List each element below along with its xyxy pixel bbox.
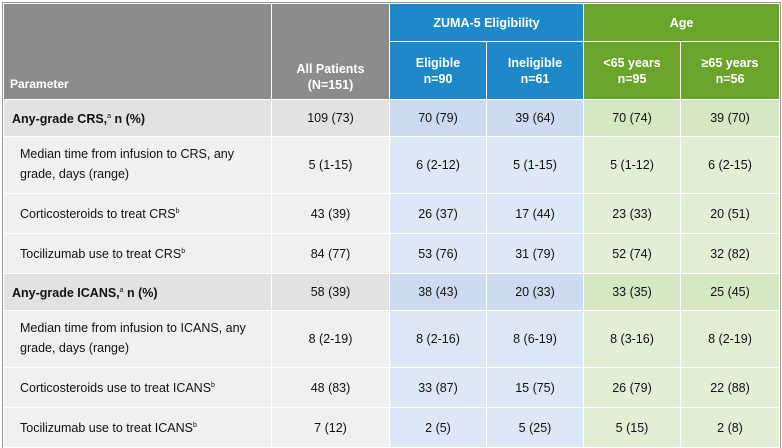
cell-ineligible: 8 (6-19) (486, 310, 584, 368)
cell-ineligible: 17 (44) (486, 193, 584, 234)
header-eligible-label: Eligible (415, 55, 461, 70)
cell-over-65: 2 (8) (680, 407, 780, 448)
row-label-text: Tocilizumab use to treat CRS (20, 247, 182, 262)
header-all-patients: All Patients (N=151) (271, 3, 390, 100)
header-zuma5-eligibility: ZUMA-5 Eligibility (389, 3, 584, 42)
cell-all-patients: 58 (39) (271, 273, 390, 311)
row-label-text: Corticosteroids to treat CRS (20, 207, 176, 222)
header-parameter: Parameter (3, 3, 272, 100)
footnote-marker: b (193, 422, 197, 430)
footnote-marker: b (175, 208, 180, 216)
cell-under-65: 33 (35) (583, 273, 681, 311)
footnote-marker: a (107, 112, 112, 120)
row-label-text: Any-grade CRS, (12, 112, 108, 127)
row-label-text: Median time from infusion to CRS, any gr… (20, 147, 234, 182)
table-row: Tocilizumab use to treat ICANSb 7 (12) 2… (3, 407, 780, 448)
cell-ineligible: 31 (79) (486, 233, 584, 274)
header-over-65-label: ≥65 years (701, 55, 759, 70)
table-row: Any-grade ICANS,a n (%) 58 (39) 38 (43) … (3, 273, 780, 311)
header-age: Age (583, 3, 780, 42)
cell-under-65: 5 (1-12) (583, 136, 681, 194)
cell-eligible: 53 (76) (389, 233, 487, 274)
row-label: Median time from infusion to ICANS, any … (3, 310, 272, 368)
row-label: Corticosteroids use to treat ICANSb (3, 367, 272, 408)
footnote-marker: b (181, 248, 186, 256)
table-row: Corticosteroids use to treat ICANSb 48 (… (3, 367, 780, 408)
cell-eligible: 2 (5) (389, 407, 487, 448)
footnote-marker: a (119, 286, 124, 294)
header-ineligible-n: n=61 (520, 71, 550, 86)
cell-ineligible: 39 (64) (486, 99, 584, 137)
row-label: Any-grade CRS,a n (%) (3, 99, 272, 137)
cell-over-65: 39 (70) (680, 99, 780, 137)
cell-over-65: 8 (2-19) (680, 310, 780, 368)
cell-under-65: 26 (79) (583, 367, 681, 408)
row-label: Median time from infusion to CRS, any gr… (3, 136, 272, 194)
cell-over-65: 20 (51) (680, 193, 780, 234)
cell-eligible: 8 (2-16) (389, 310, 487, 368)
cell-ineligible: 5 (1-15) (486, 136, 584, 194)
cell-under-65: 23 (33) (583, 193, 681, 234)
header-all-patients-label: All Patients (296, 62, 365, 76)
row-label-text: Corticosteroids use to treat ICANS (20, 381, 212, 396)
cell-over-65: 25 (45) (680, 273, 780, 311)
row-label-text: Tocilizumab use to treat ICANS (20, 421, 193, 436)
table-row: Any-grade CRS,a n (%) 109 (73) 70 (79) 3… (3, 99, 780, 137)
row-label: Tocilizumab use to treat ICANSb (3, 407, 272, 448)
header-ineligible: Ineligible n=61 (486, 41, 584, 100)
cell-over-65: 22 (88) (680, 367, 780, 408)
cell-eligible: 38 (43) (389, 273, 487, 311)
cell-all-patients: 7 (12) (271, 407, 390, 448)
cell-all-patients: 43 (39) (271, 193, 390, 234)
header-eligible-n: n=90 (423, 71, 453, 86)
row-label-text: Median time from infusion to ICANS, any … (20, 321, 246, 356)
cell-under-65: 8 (3-16) (583, 310, 681, 368)
row-label-text: Any-grade ICANS, (12, 286, 120, 301)
cell-all-patients: 109 (73) (271, 99, 390, 137)
cell-all-patients: 48 (83) (271, 367, 390, 408)
table-row: Median time from infusion to CRS, any gr… (3, 136, 780, 194)
header-over-65-n: n=56 (715, 71, 745, 86)
cell-all-patients: 84 (77) (271, 233, 390, 274)
cell-eligible: 26 (37) (389, 193, 487, 234)
header-under-65-n: n=95 (617, 71, 647, 86)
cell-under-65: 52 (74) (583, 233, 681, 274)
cell-over-65: 6 (2-15) (680, 136, 780, 194)
header-over-65: ≥65 years n=56 (680, 41, 780, 100)
cell-eligible: 6 (2-12) (389, 136, 487, 194)
cell-ineligible: 15 (75) (486, 367, 584, 408)
footnote-marker: b (211, 382, 215, 390)
header-ineligible-label: Ineligible (507, 55, 563, 70)
cell-under-65: 70 (74) (583, 99, 681, 137)
cell-ineligible: 5 (25) (486, 407, 584, 448)
cell-ineligible: 20 (33) (486, 273, 584, 311)
row-label-suffix: n (%) (123, 286, 158, 301)
header-eligible: Eligible n=90 (389, 41, 487, 100)
cell-under-65: 5 (15) (583, 407, 681, 448)
cell-eligible: 70 (79) (389, 99, 487, 137)
table-row: Median time from infusion to ICANS, any … (3, 310, 780, 368)
row-label: Any-grade ICANS,a n (%) (3, 273, 272, 311)
table-row: Tocilizumab use to treat CRSb 84 (77) 53… (3, 233, 780, 274)
header-under-65-label: <65 years (603, 55, 661, 70)
row-label: Tocilizumab use to treat CRSb (3, 233, 272, 274)
cell-all-patients: 5 (1-15) (271, 136, 390, 194)
header-all-patients-n: (N=151) (307, 78, 354, 92)
cell-over-65: 32 (82) (680, 233, 780, 274)
table-row: Corticosteroids to treat CRSb 43 (39) 26… (3, 193, 780, 234)
row-label: Corticosteroids to treat CRSb (3, 193, 272, 234)
row-label-suffix: n (%) (111, 112, 146, 127)
cell-all-patients: 8 (2-19) (271, 310, 390, 368)
cell-eligible: 33 (87) (389, 367, 487, 408)
header-under-65: <65 years n=95 (583, 41, 681, 100)
